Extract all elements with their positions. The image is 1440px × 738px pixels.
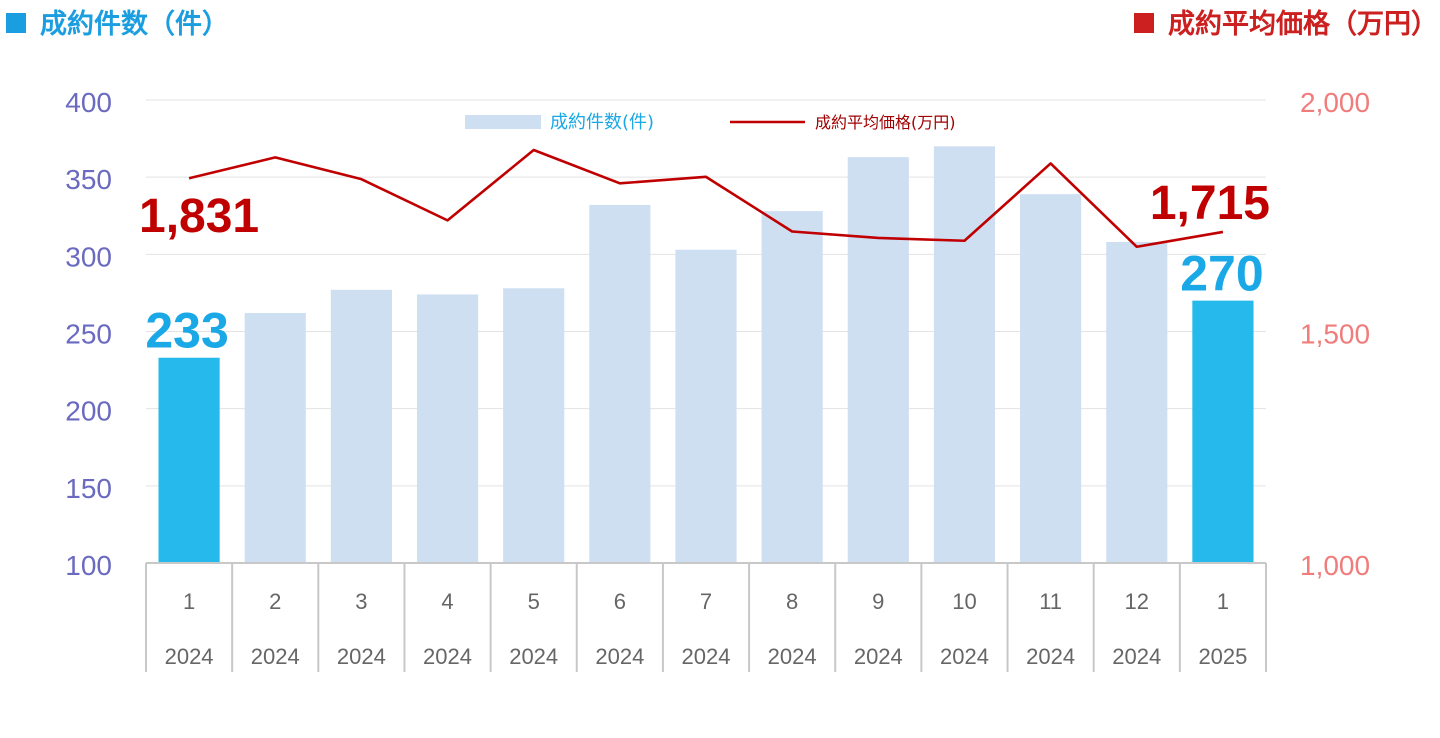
year-label: 2024 — [337, 644, 386, 669]
year-label: 2024 — [854, 644, 903, 669]
left-axis-tick-label: 250 — [65, 319, 112, 350]
count-bar — [761, 211, 823, 563]
right-axis-tick-label: 2,000 — [1300, 87, 1370, 118]
month-label: 3 — [355, 589, 367, 614]
year-label: 2024 — [682, 644, 731, 669]
count-bar — [1020, 194, 1082, 564]
month-label: 4 — [441, 589, 453, 614]
year-label: 2024 — [1026, 644, 1075, 669]
month-label: 5 — [528, 589, 540, 614]
left-axis-tick-label: 300 — [65, 241, 112, 272]
month-label: 11 — [1039, 589, 1062, 614]
year-label: 2024 — [768, 644, 817, 669]
year-label: 2024 — [940, 644, 989, 669]
count-bar — [244, 312, 306, 563]
count-bar — [1192, 300, 1254, 563]
year-label: 2024 — [251, 644, 300, 669]
data-labels: 233 270 1,831 1,715 — [139, 177, 1270, 359]
price-axis-title-text: 成約平均価格（万円） — [1168, 9, 1438, 40]
count-bar — [416, 294, 479, 563]
count-bar — [503, 288, 565, 563]
year-label: 2024 — [509, 644, 558, 669]
month-label: 6 — [614, 589, 626, 614]
count-bar — [1106, 241, 1168, 563]
first-price-label: 1,831 — [139, 190, 259, 243]
count-axis-title-text: 成約件数（件） — [40, 9, 229, 40]
month-label: 8 — [786, 589, 798, 614]
month-label: 7 — [700, 589, 712, 614]
line-series — [188, 148, 1224, 249]
price-line — [188, 148, 1224, 249]
bar-series — [158, 146, 1254, 564]
left-axis-tick-label: 100 — [65, 550, 112, 581]
count-axis-title: 成約件数（件） — [6, 2, 229, 41]
count-bar — [847, 157, 909, 563]
category-table: 1 2024 2 2024 3 2024 4 2024 5 2024 6 2024 7 2024 8 2024… — [145, 562, 1267, 672]
left-axis-tick-label: 350 — [65, 164, 112, 195]
last-count-label: 270 — [1180, 246, 1263, 302]
month-label: 10 — [952, 589, 976, 614]
last-price-label: 1,715 — [1150, 177, 1270, 230]
month-label: 1 — [183, 589, 195, 614]
price-axis-title: 成約平均価格（万円） — [1134, 2, 1438, 41]
left-axis-tick-label: 400 — [65, 87, 112, 118]
legend-line-label: 成約平均価格(万円) — [815, 113, 956, 132]
month-label: 9 — [872, 589, 884, 614]
legend: 成約件数(件) 成約平均価格(万円) — [465, 112, 956, 133]
first-count-label: 233 — [145, 303, 228, 359]
month-label: 2 — [269, 589, 281, 614]
blue-square-icon — [6, 13, 26, 33]
year-label: 2024 — [423, 644, 472, 669]
year-label: 2024 — [1112, 644, 1161, 669]
legend-bar-swatch — [465, 115, 541, 129]
axes: 100 150 200 250 300 350 400 1,000 1,500 2,000 — [65, 87, 1370, 581]
left-axis-tick-label: 200 — [65, 396, 112, 427]
right-axis-tick-label: 1,500 — [1300, 319, 1370, 350]
red-square-icon — [1134, 13, 1154, 33]
month-label: 12 — [1125, 589, 1149, 614]
year-label: 2025 — [1198, 644, 1247, 669]
count-bar — [675, 249, 737, 563]
count-bar — [589, 204, 651, 564]
year-label: 2024 — [595, 644, 644, 669]
count-bar — [933, 146, 996, 564]
legend-bar-label: 成約件数(件) — [550, 112, 654, 133]
count-bar — [158, 357, 220, 563]
right-axis-tick-label: 1,000 — [1300, 550, 1370, 581]
month-label: 1 — [1217, 589, 1229, 614]
year-label: 2024 — [165, 644, 214, 669]
left-axis-tick-label: 150 — [65, 473, 112, 504]
count-bar — [330, 289, 392, 563]
